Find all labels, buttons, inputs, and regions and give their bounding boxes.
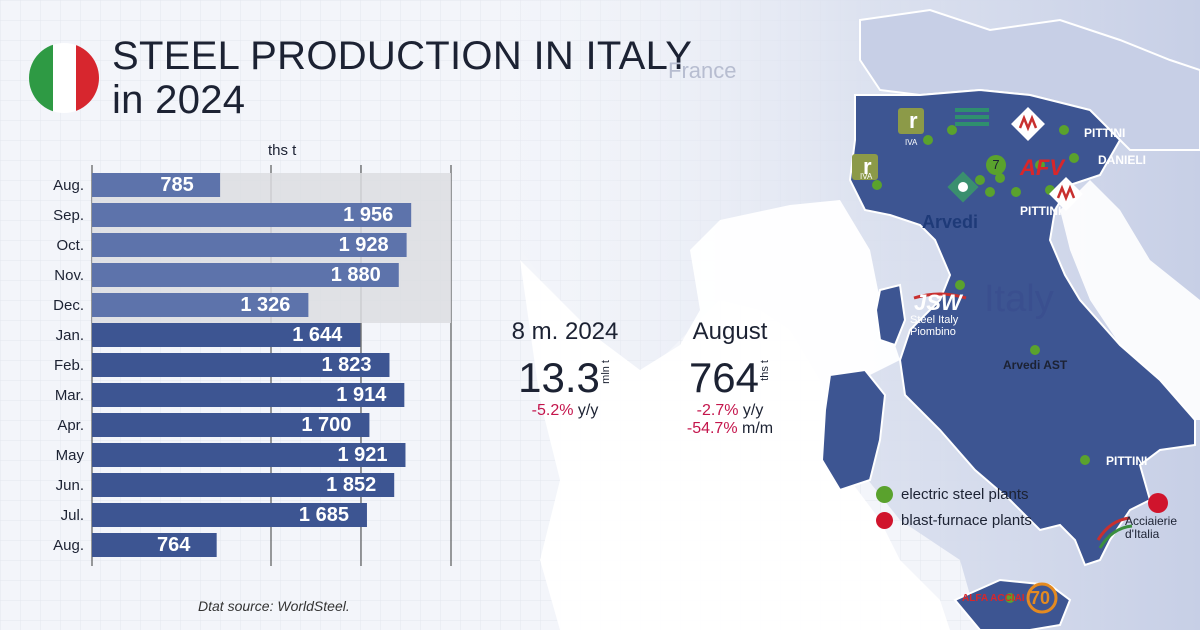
electric-dot-icon (876, 486, 893, 503)
bar-11 (92, 503, 367, 527)
category-label-5: Jan. (55, 327, 84, 344)
stat-period-label: 8 m. 2024 (511, 318, 619, 345)
stat-period-yoy: -5.2% y/y (531, 402, 599, 419)
sea-area (520, 200, 950, 630)
category-label-9: May (55, 447, 84, 464)
diamond-logo-2 (1049, 177, 1083, 211)
riva-logo-1 (898, 108, 924, 134)
pittini-label-2: PITTINI (1020, 204, 1062, 218)
sicily-shape (953, 578, 1072, 630)
bar-8 (92, 413, 370, 437)
bar-3 (92, 263, 399, 287)
jsw-label: JSW (914, 290, 962, 315)
alfa-70-mark (1026, 582, 1058, 614)
alfa-label: ALFA ACCIAI (962, 593, 1025, 604)
acciaierie-logo-mark (1096, 516, 1133, 549)
category-label-8: Apr. (57, 417, 84, 434)
bar-1 (92, 203, 412, 227)
bar-value-label-4: 1 326 (240, 294, 291, 316)
bar-value-label-8: 1 700 (301, 414, 352, 436)
pittini-label-3: PITTINI (1106, 454, 1148, 468)
chart-unit-label: ths t (268, 142, 297, 159)
stat-period-value: 13.3 (518, 354, 600, 401)
afv-label: AFV (1020, 155, 1064, 180)
corsica-shape (874, 283, 907, 347)
category-label-6: Feb. (53, 357, 84, 374)
stat-period-unit: mln t (599, 360, 612, 384)
riva-label-1: IVA (905, 138, 918, 147)
bar-10 (92, 473, 395, 497)
blast-dot-icon (876, 512, 893, 529)
plant-dots (872, 125, 1168, 603)
category-label-1: Sep. (53, 207, 84, 224)
bar-5 (92, 323, 361, 347)
danieli-label: DANIELI (1098, 153, 1146, 167)
riva-letter-2: r (863, 154, 872, 179)
bar-4 (92, 293, 309, 317)
seven-badge: 7 (986, 155, 1006, 175)
bar-9 (92, 443, 406, 467)
stat-month-block: August 764ths t -2.7% y/y -54.7% m/m (670, 318, 790, 438)
riva-label-2: IVA (860, 172, 873, 181)
bar-value-label-9: 1 921 (337, 444, 388, 466)
category-label-10: Jun. (55, 477, 84, 494)
bar-0 (92, 173, 221, 197)
bar-value-label-0: 785 (160, 174, 194, 196)
page-title: STEEL PRODUCTION IN ITALY in 2024 (112, 34, 692, 122)
legend-item-electric: electric steel plants (876, 486, 1032, 503)
riva-letter-1: r (909, 108, 918, 133)
stat-period-block: 8 m. 2024 13.3mln t -5.2% y/y (505, 318, 625, 420)
map-label-france: France (668, 58, 737, 83)
category-label-2: Oct. (56, 237, 84, 254)
bar-value-label-7: 1 914 (336, 384, 387, 406)
jsw-sub-label: Steel Italy Piombino (910, 314, 959, 338)
title-line-1: STEEL PRODUCTION IN ITALY (112, 34, 693, 78)
legend: electric steel plants blast-furnace plan… (876, 486, 1032, 529)
jsw-logo-mark (913, 292, 967, 300)
arvedi-ast-label: Arvedi AST (1003, 358, 1068, 372)
title-line-2: in 2024 (112, 78, 246, 122)
italy-shape (848, 88, 1196, 567)
bar-group (92, 173, 412, 557)
riva-logo-2 (852, 154, 878, 180)
category-label-7: Mar. (54, 387, 84, 404)
bar-value-label-12: 764 (156, 534, 191, 556)
acciaierie-label: Acciaierie d'Italia (1125, 514, 1178, 541)
bar-2 (92, 233, 407, 257)
bar-value-label-5: 1 644 (292, 324, 343, 346)
stat-month-unit: ths t (759, 360, 772, 381)
bar-value-label-2: 1 928 (338, 234, 389, 256)
alfa-70-label: 70 (1030, 588, 1051, 608)
bar-6 (92, 353, 390, 377)
stripes-logo (955, 108, 989, 126)
category-label-0: Aug. (53, 177, 84, 194)
bar-value-label-3: 1 880 (330, 264, 381, 286)
alps-region (859, 8, 1200, 151)
stat-month-mom: -54.7% m/m (686, 420, 774, 437)
legend-item-blast: blast-furnace plants (876, 512, 1032, 529)
stat-month-yoy: -2.7% y/y (696, 402, 764, 419)
bar-value-label-6: 1 823 (321, 354, 372, 376)
category-label-11: Jul. (60, 507, 84, 524)
bar-7 (92, 383, 405, 407)
bar-value-label-11: 1 685 (298, 504, 349, 526)
bar-value-label-1: 1 956 (343, 204, 394, 226)
data-source: Dtat source: WorldSteel. (198, 598, 350, 614)
category-label-12: Aug. (53, 537, 84, 554)
diamond-logo-1 (1011, 107, 1045, 141)
stat-month-label: August (692, 318, 768, 345)
pittini-label-1: PITTINI (1084, 126, 1126, 140)
adriatic-sea (1060, 180, 1200, 420)
stat-month-value: 764 (688, 354, 760, 401)
bar-12 (92, 533, 217, 557)
bar-value-label-10: 1 852 (326, 474, 377, 496)
sardinia-shape (820, 368, 887, 492)
map-label-italy: Italy (984, 278, 1054, 320)
category-label-4: Dec. (53, 297, 84, 314)
arvedi-label: Arvedi (922, 212, 979, 232)
category-label-3: Nov. (54, 267, 84, 284)
